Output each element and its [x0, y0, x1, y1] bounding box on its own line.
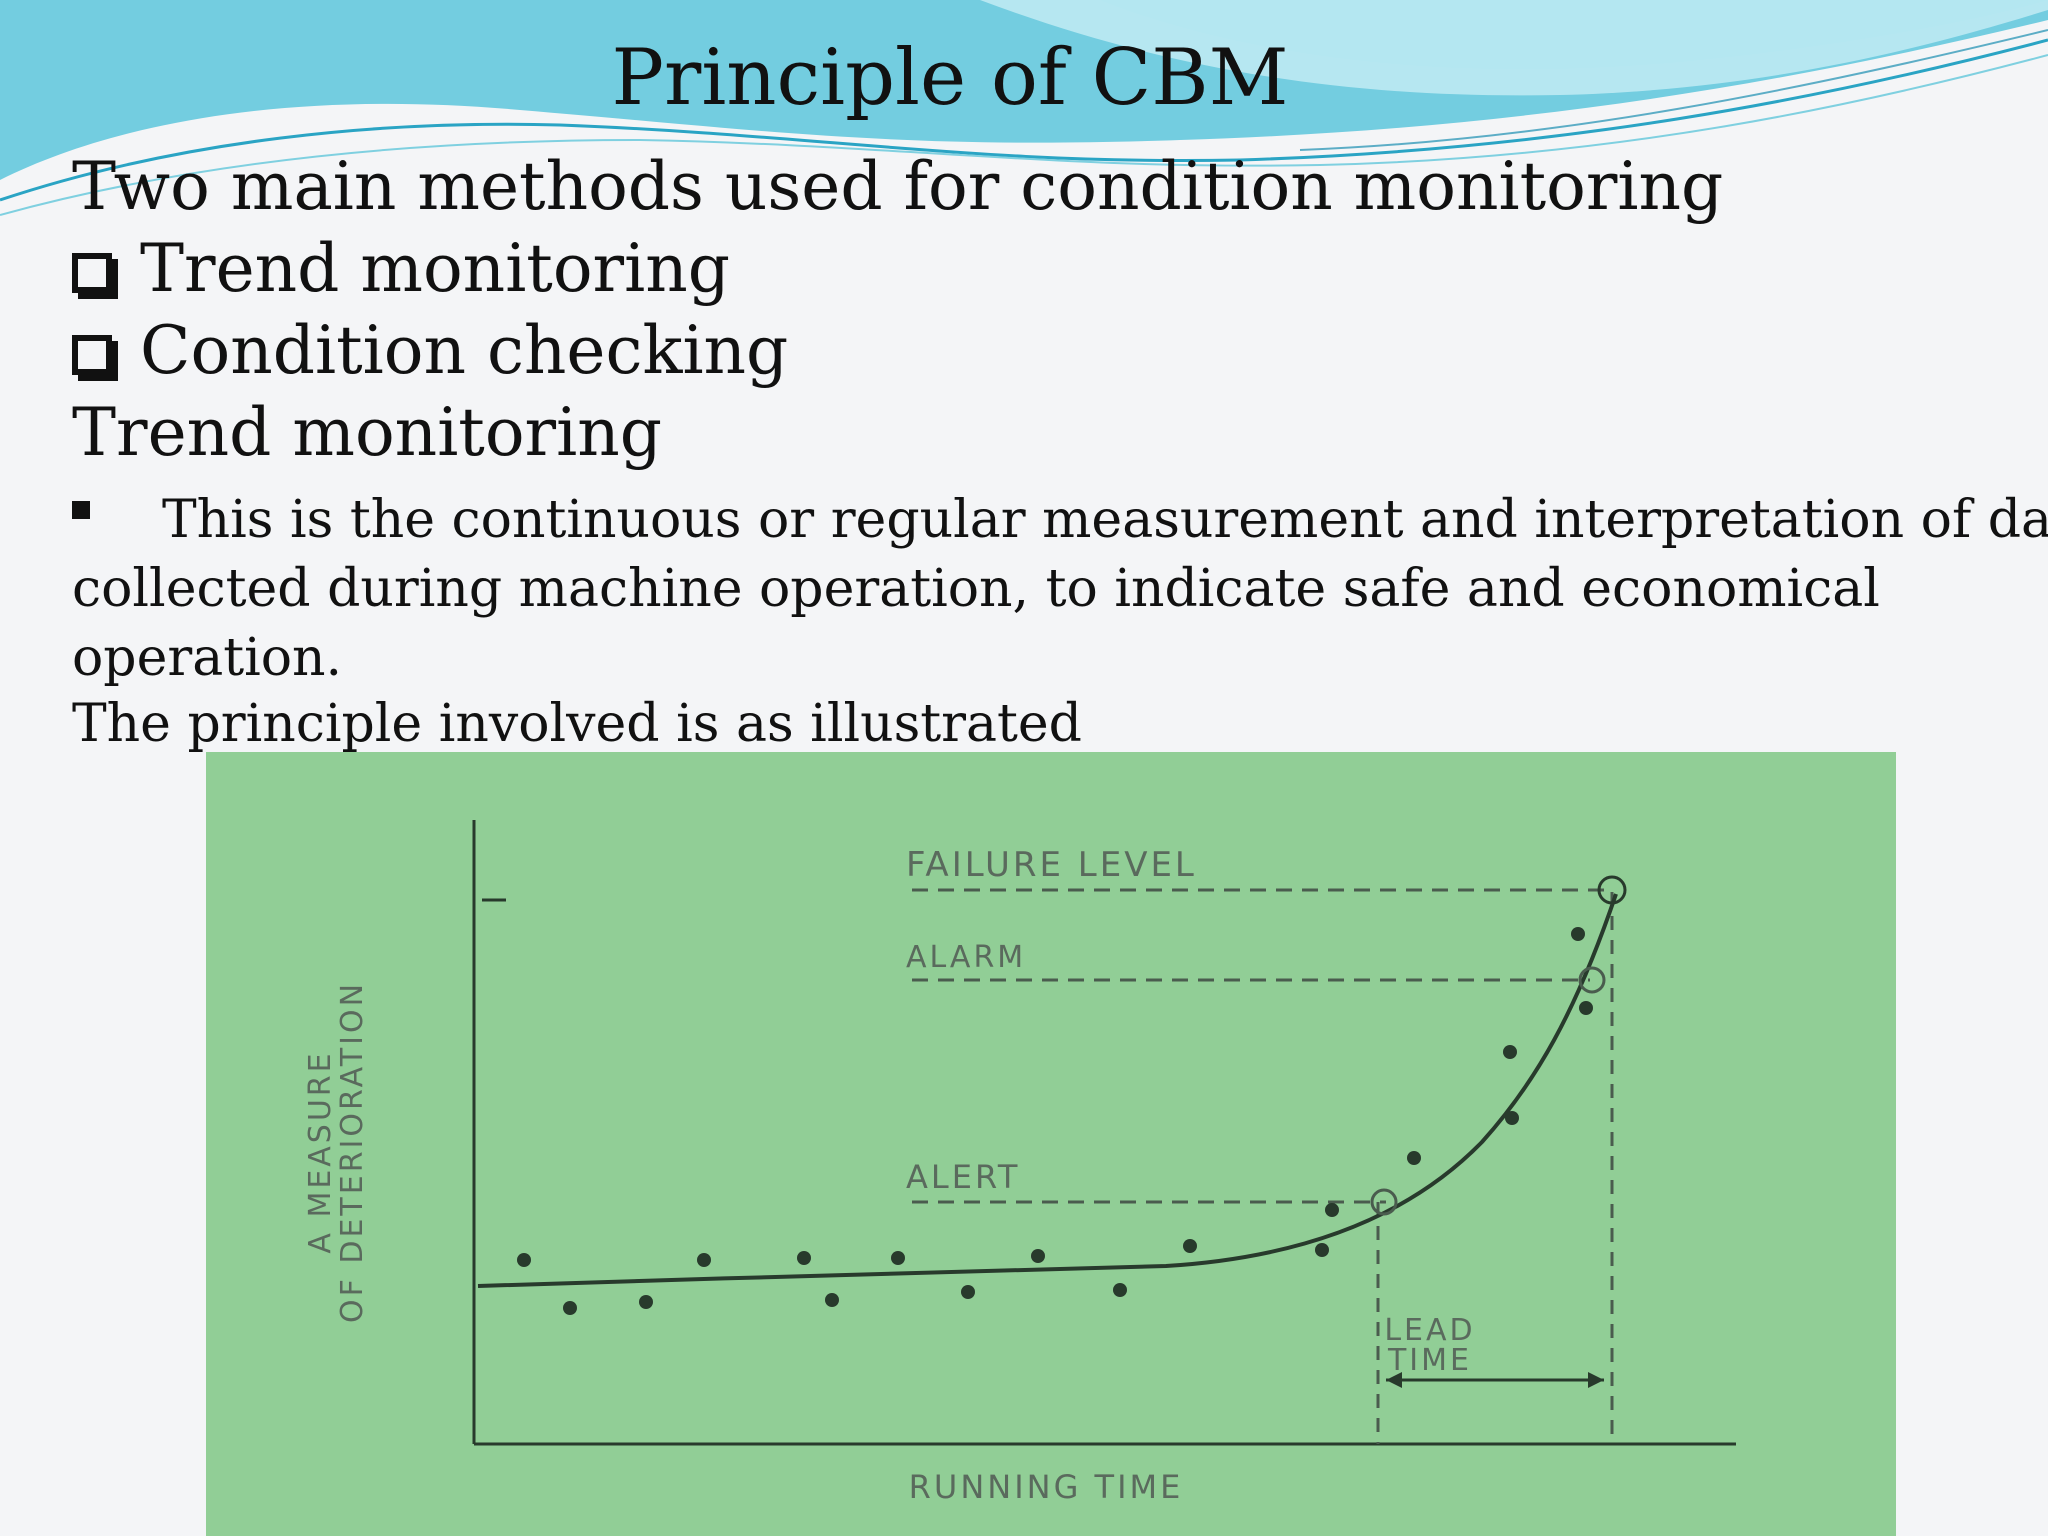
data-point	[1579, 1001, 1593, 1015]
data-point	[891, 1251, 905, 1265]
method-item-condition-checking: Condition checking	[72, 310, 788, 392]
data-point	[517, 1253, 531, 1267]
data-point	[1315, 1243, 1329, 1257]
principle-line: The principle involved is as illustrated	[72, 694, 1082, 754]
alert-point-marker	[1370, 1188, 1398, 1216]
alarm-point-marker	[1578, 966, 1606, 994]
data-point	[825, 1293, 839, 1307]
data-point	[797, 1251, 811, 1265]
data-point	[961, 1285, 975, 1299]
failure-point-marker	[1597, 875, 1627, 905]
checkbox-bullet-icon	[72, 253, 112, 293]
data-point	[1113, 1283, 1127, 1297]
alert-label: ALERT	[906, 1158, 1020, 1196]
y-axis-label-line1: A MEASURE	[303, 1050, 338, 1253]
method-label: Condition checking	[140, 312, 789, 389]
data-point	[639, 1295, 653, 1309]
square-bullet-icon	[72, 501, 90, 519]
description-paragraph: This is the continuous or regular measur…	[72, 486, 2048, 693]
failure-level-label: FAILURE LEVEL	[906, 845, 1197, 885]
deterioration-trend-curve	[477, 893, 1618, 1288]
checkbox-bullet-icon	[72, 335, 112, 375]
data-point	[563, 1301, 577, 1315]
arrow-head-right-icon	[1588, 1372, 1604, 1388]
description-line: operation.	[72, 628, 343, 688]
description-line: collected during machine operation, to i…	[72, 559, 1880, 619]
slide-title: Principle of CBM	[611, 33, 1289, 123]
arrow-head-left-icon	[1386, 1372, 1402, 1388]
section-heading: Trend monitoring	[72, 394, 662, 471]
data-point	[1505, 1111, 1519, 1125]
method-label: Trend monitoring	[140, 230, 730, 307]
lead-time-label-line1: LEAD	[1384, 1313, 1475, 1348]
data-point	[1503, 1045, 1517, 1059]
data-point	[1407, 1151, 1421, 1165]
wave-header-decoration	[0, 0, 2048, 216]
data-point	[1325, 1203, 1339, 1217]
data-point	[697, 1253, 711, 1267]
data-point	[1031, 1249, 1045, 1263]
measurement-points	[517, 927, 1593, 1315]
y-axis-label: A MEASURE OF DETERIORATION	[303, 981, 370, 1323]
alarm-label: ALARM	[906, 940, 1026, 975]
cbm-trend-diagram: FAILURE LEVEL ALARM ALERT LEAD TIME RUNN…	[206, 752, 1896, 1536]
intro-text: Two main methods used for condition moni…	[72, 148, 1724, 225]
method-item-trend-monitoring: Trend monitoring	[72, 228, 730, 310]
lead-time-label-line2: TIME	[1387, 1343, 1472, 1378]
data-point	[1183, 1239, 1197, 1253]
description-line: This is the continuous or regular measur…	[72, 486, 2048, 555]
y-axis-label-line2: OF DETERIORATION	[335, 981, 370, 1323]
data-point	[1571, 927, 1585, 941]
x-axis-label: RUNNING TIME	[909, 1468, 1184, 1506]
diagram-canvas: FAILURE LEVEL ALARM ALERT LEAD TIME RUNN…	[303, 820, 1736, 1506]
